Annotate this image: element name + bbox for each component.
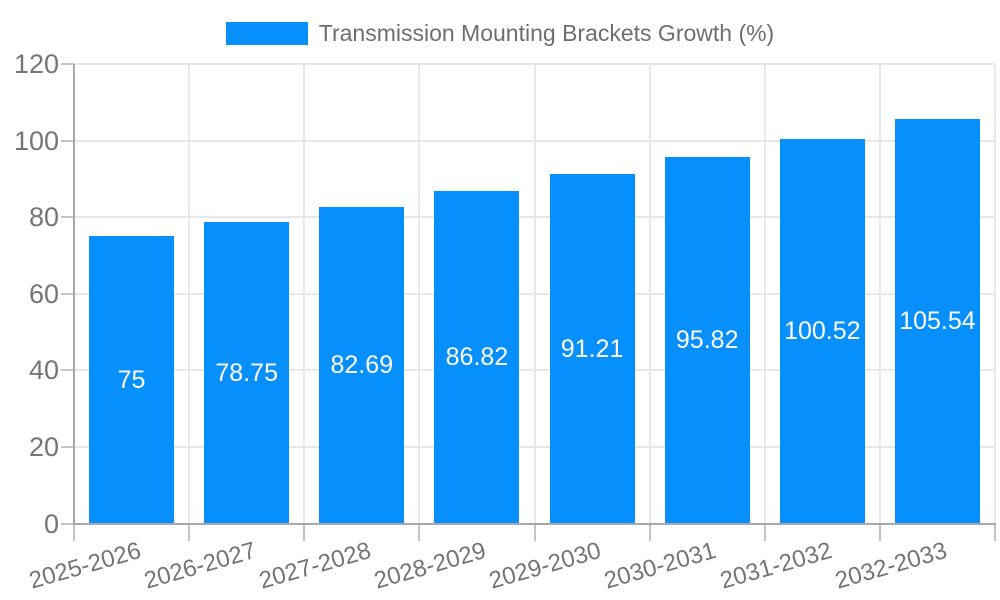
bar-2030-2031[interactable] <box>664 156 750 524</box>
y-tick-mark <box>61 369 74 372</box>
bar-2031-2032[interactable] <box>779 138 865 524</box>
bar-value-label: 91.21 <box>560 334 624 363</box>
x-gridline <box>188 64 191 524</box>
bar-value-label: 86.82 <box>445 343 509 372</box>
legend[interactable]: Transmission Mounting Brackets Growth (%… <box>0 21 1000 46</box>
bar-value-label: 82.69 <box>330 351 394 380</box>
y-axis-line <box>72 64 75 524</box>
bar-value-label: 105.54 <box>899 307 976 336</box>
x-gridline <box>418 64 421 524</box>
x-tick-mark <box>188 523 191 541</box>
x-tick-mark <box>994 523 996 541</box>
legend-label: Transmission Mounting Brackets Growth (%… <box>318 20 775 46</box>
x-gridline <box>533 64 536 524</box>
y-tick-mark <box>61 139 74 142</box>
bar-2029-2030[interactable] <box>549 174 635 524</box>
x-gridline <box>648 64 651 524</box>
x-gridline <box>878 64 881 524</box>
x-tick-mark <box>533 523 536 541</box>
x-tick-label: 2025-2026 <box>25 537 144 595</box>
x-axis-line <box>72 522 996 525</box>
bar-2027-2028[interactable] <box>319 206 405 524</box>
y-tick-label: 0 <box>43 508 59 539</box>
bar-value-label: 78.75 <box>215 358 278 387</box>
y-tick-mark <box>61 292 74 295</box>
legend-swatch-icon <box>225 22 308 45</box>
y-tick-label: 80 <box>28 202 59 233</box>
x-tick-label: 2026-2027 <box>141 537 259 595</box>
y-tick-label: 20 <box>28 431 59 462</box>
y-tick-mark <box>61 216 74 219</box>
x-tick-label: 2029-2030 <box>486 537 605 595</box>
bar-2028-2029[interactable] <box>434 191 520 524</box>
y-tick-mark <box>61 522 74 525</box>
x-tick-mark <box>418 523 421 541</box>
y-tick-label: 120 <box>13 49 59 79</box>
y-tick-mark <box>61 63 74 65</box>
x-tick-mark <box>303 523 306 541</box>
y-tick-label: 100 <box>13 125 59 156</box>
bar-2032-2033[interactable] <box>894 119 980 524</box>
x-tick-label: 2028-2029 <box>371 537 490 595</box>
y-tick-label: 40 <box>28 355 59 386</box>
x-tick-label: 2027-2028 <box>256 537 374 595</box>
x-tick-mark <box>648 523 651 541</box>
x-tick-mark <box>763 523 766 541</box>
x-gridline <box>994 64 996 524</box>
bar-value-label: 75 <box>117 365 146 394</box>
bar-2026-2027[interactable] <box>204 221 290 524</box>
x-tick-label: 2030-2031 <box>601 537 720 595</box>
y-tick-label: 60 <box>28 278 59 309</box>
x-tick-mark <box>878 523 881 541</box>
bar-2025-2026[interactable] <box>89 236 175 524</box>
bar-value-label: 95.82 <box>675 326 739 355</box>
x-tick-label: 2032-2033 <box>831 537 950 595</box>
bar-value-label: 100.52 <box>784 317 861 346</box>
y-tick-mark <box>61 445 74 448</box>
x-tick-mark <box>73 523 75 541</box>
x-tick-label: 2031-2032 <box>716 537 835 595</box>
x-gridline <box>303 64 306 524</box>
x-gridline <box>763 64 766 524</box>
